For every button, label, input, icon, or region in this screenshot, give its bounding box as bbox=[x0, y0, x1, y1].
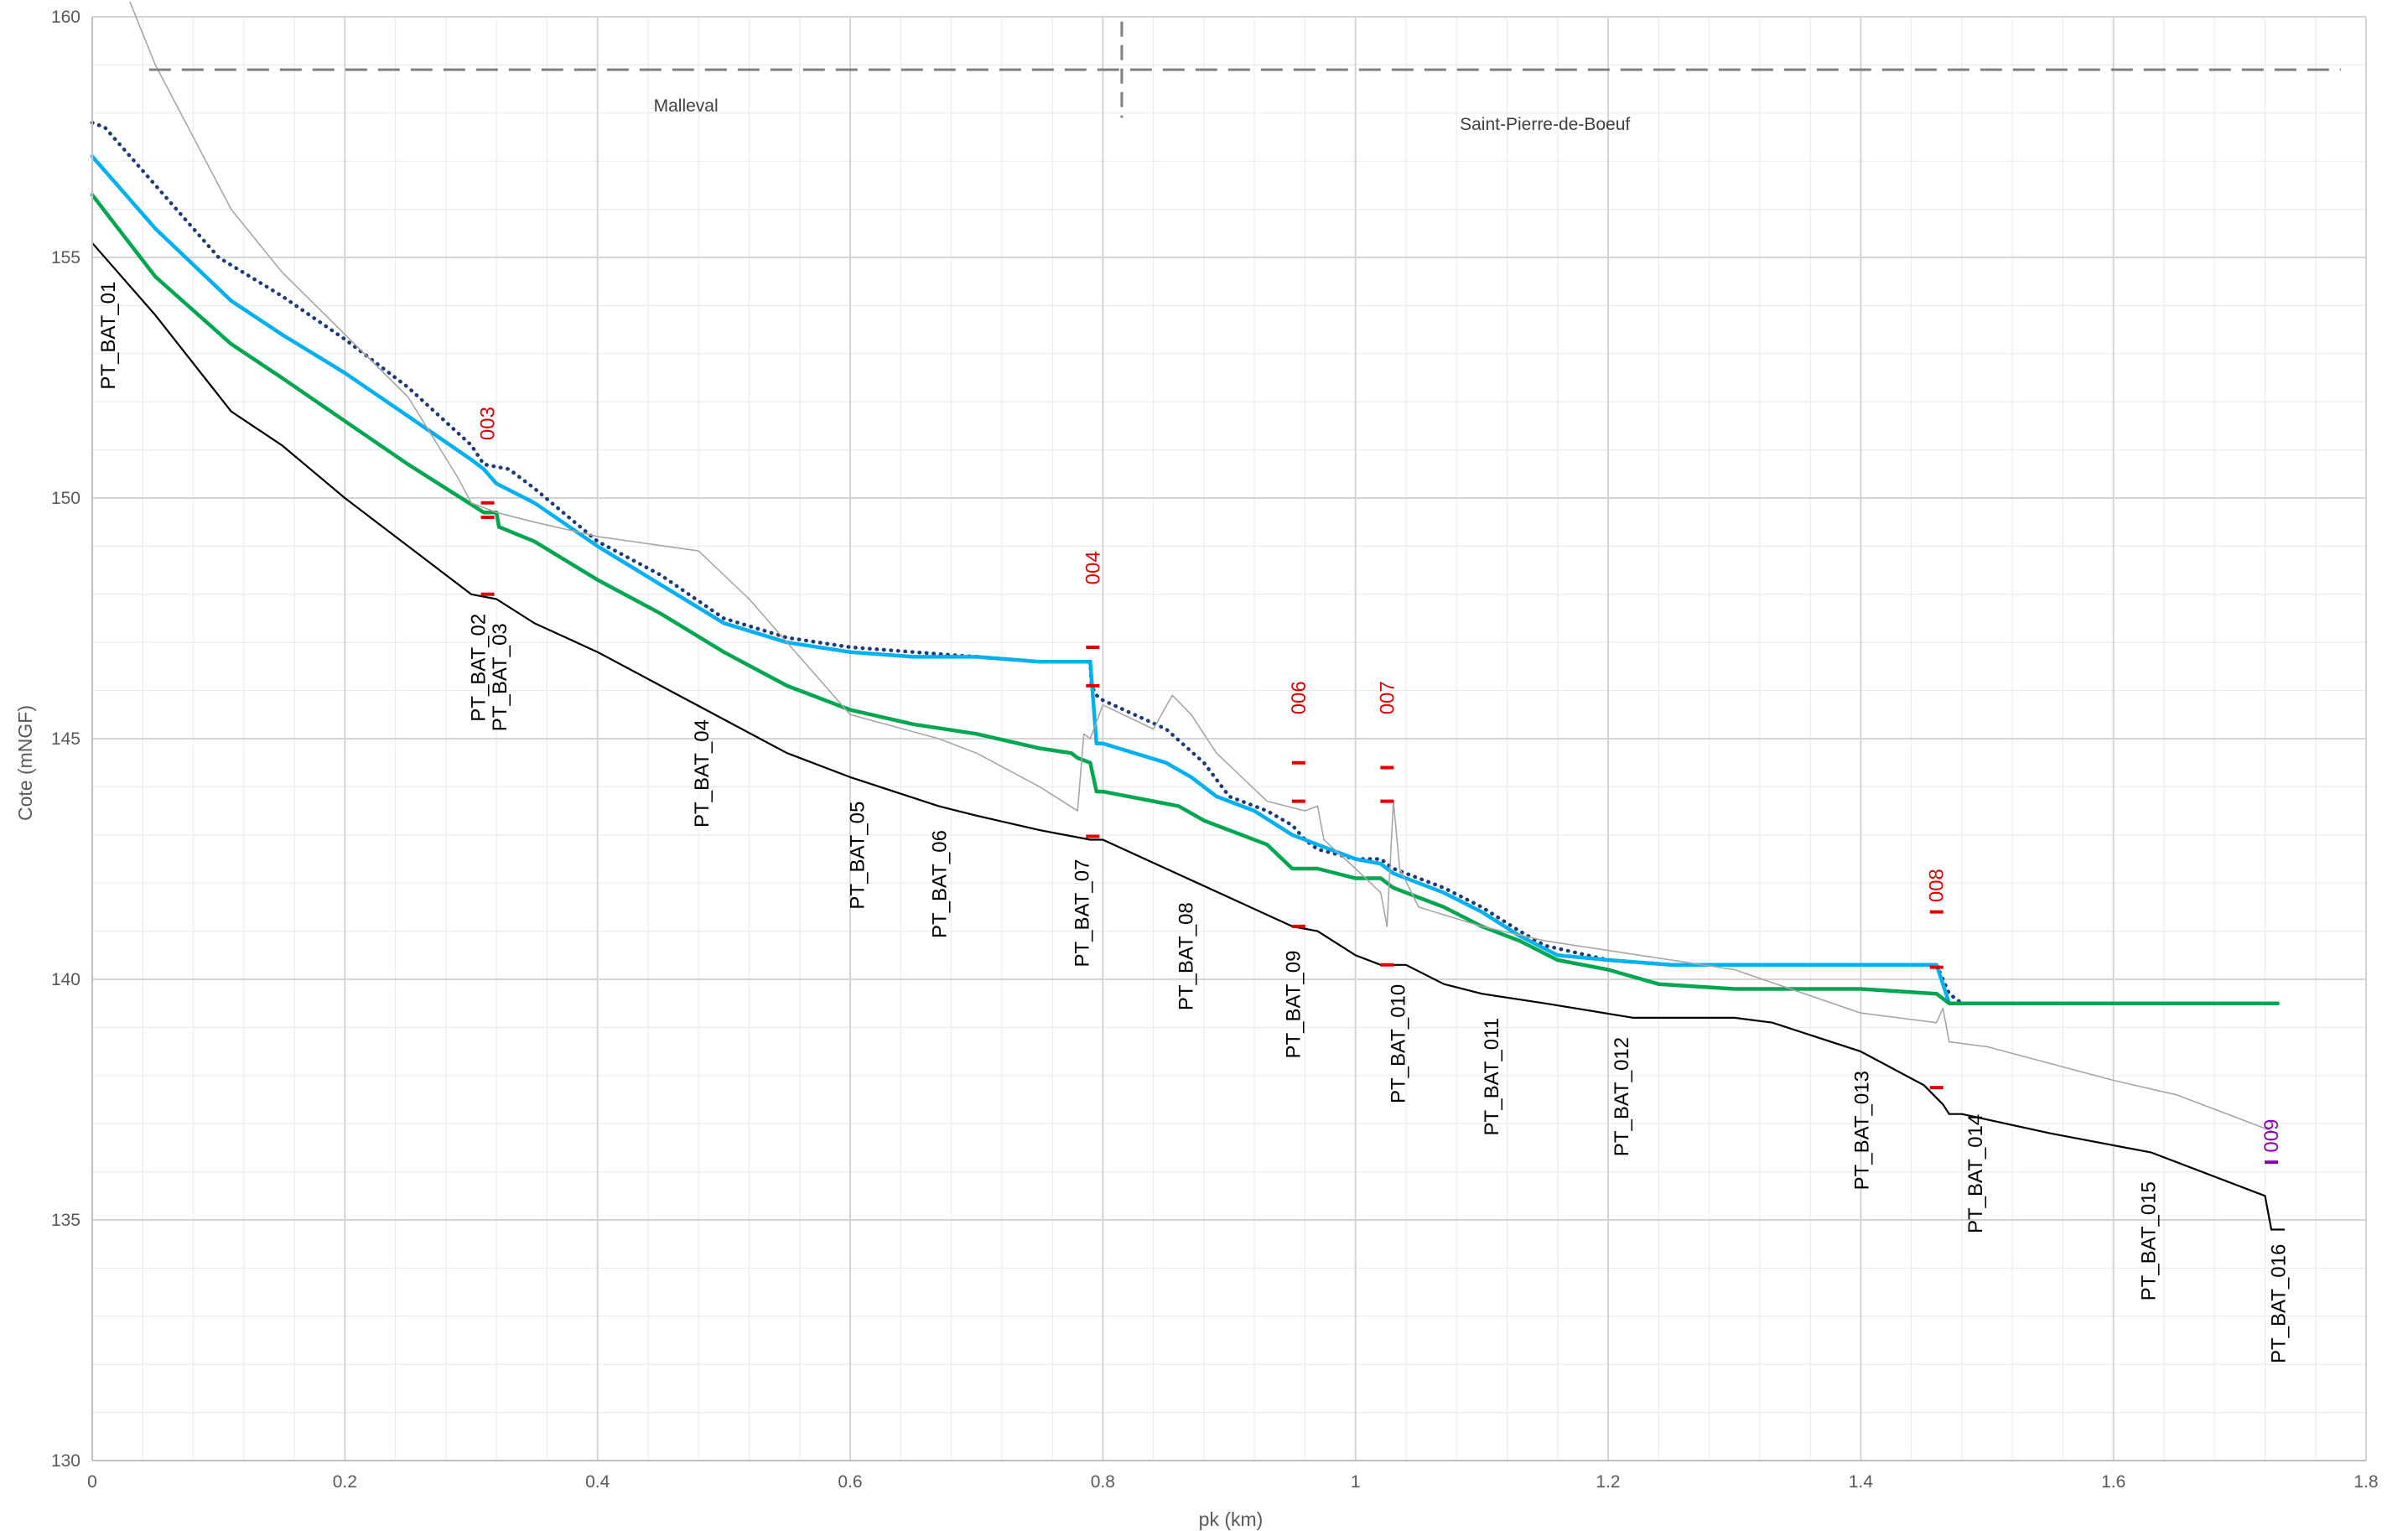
profile-marker-label: 006 bbox=[1288, 681, 1310, 714]
x-axis-title: pk (km) bbox=[1199, 1508, 1264, 1530]
point-label: PT_BAT_01 bbox=[97, 282, 120, 390]
profile-marker-label: 007 bbox=[1376, 681, 1399, 714]
x-tick-label: 1 bbox=[1351, 1472, 1361, 1492]
series-line-4 bbox=[91, 241, 2286, 1231]
series-line-5 bbox=[129, 1, 2279, 1134]
series-line-1 bbox=[90, 121, 2280, 1005]
point-label: PT_BAT_016 bbox=[2268, 1244, 2291, 1363]
point-label: PT_BAT_013 bbox=[1850, 1071, 1873, 1190]
point-label: PT_BAT_09 bbox=[1282, 951, 1305, 1059]
point-label: PT_BAT_02 bbox=[468, 614, 490, 722]
series-line-2 bbox=[90, 154, 2280, 1005]
x-tick-label: 1.6 bbox=[2101, 1472, 2125, 1492]
x-tick-label: 1.2 bbox=[1596, 1472, 1620, 1492]
profile-marker-label: 008 bbox=[1926, 869, 1949, 902]
commune-boundary: Malleval Saint-Pierre-de-Boeuf bbox=[148, 21, 2341, 134]
y-tick-label: 150 bbox=[51, 489, 80, 508]
grid bbox=[91, 16, 2367, 1461]
point-label: PT_BAT_011 bbox=[1481, 1018, 1503, 1136]
y-tick-label: 145 bbox=[51, 729, 80, 749]
point-label: PT_BAT_012 bbox=[1611, 1037, 1633, 1156]
y-axis-title: Cote (mNGF) bbox=[14, 705, 36, 821]
x-tick-label: 1.4 bbox=[1849, 1472, 1874, 1492]
point-label: PT_BAT_014 bbox=[1964, 1114, 1987, 1233]
x-tick-label: 0.8 bbox=[1091, 1472, 1115, 1492]
commune-label: Saint-Pierre-de-Boeuf bbox=[1460, 115, 1630, 134]
x-tick-label: 0.6 bbox=[838, 1472, 862, 1492]
x-tick-label: 0.2 bbox=[333, 1472, 357, 1492]
x-tick-label: 1.8 bbox=[2354, 1472, 2378, 1492]
point-label: PT_BAT_04 bbox=[691, 719, 714, 828]
profile-marker-label: 003 bbox=[477, 407, 500, 440]
commune-label: Malleval bbox=[654, 96, 719, 116]
point-label: PT_BAT_03 bbox=[489, 623, 511, 731]
point-label: PT_BAT_05 bbox=[847, 802, 869, 910]
series-line-3 bbox=[90, 193, 2280, 1005]
profile-marker-label: 004 bbox=[1082, 551, 1104, 584]
y-tick-label: 160 bbox=[51, 8, 80, 27]
y-tick-label: 155 bbox=[51, 248, 80, 267]
point-label: PT_BAT_015 bbox=[2137, 1181, 2160, 1300]
point-label: PT_BAT_08 bbox=[1175, 902, 1197, 1010]
x-tick-label: 0 bbox=[87, 1472, 97, 1492]
axes-group: 0 0.2 0.4 0.6 0.8 1 1.2 1.4 1.6 1.8 130 135 140 145 15… bbox=[51, 8, 2379, 1492]
y-tick-label: 130 bbox=[51, 1451, 80, 1471]
point-label: PT_BAT_07 bbox=[1072, 859, 1094, 968]
point-label: PT_BAT_010 bbox=[1387, 984, 1409, 1103]
profile-marker-label: 009 bbox=[2260, 1119, 2283, 1153]
point-label: PT_BAT_06 bbox=[928, 830, 951, 938]
y-tick-label: 135 bbox=[51, 1211, 80, 1230]
series-group bbox=[90, 1, 2286, 1231]
marks-group bbox=[480, 501, 2278, 1165]
y-tick-label: 140 bbox=[51, 970, 80, 989]
x-tick-label: 0.4 bbox=[585, 1472, 610, 1492]
